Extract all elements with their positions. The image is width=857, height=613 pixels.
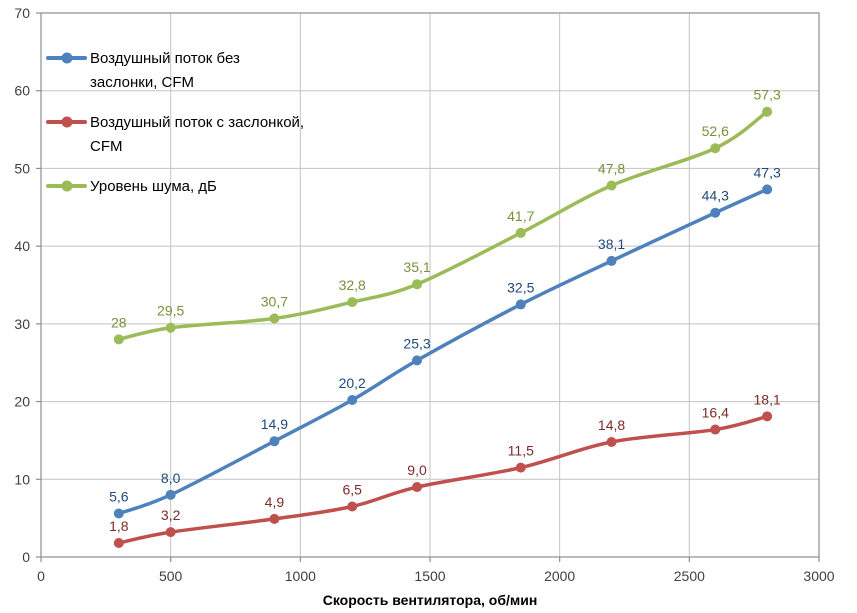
data-label: 6,5	[342, 481, 362, 497]
y-tick-label: 60	[14, 83, 30, 99]
data-point	[347, 297, 358, 308]
data-point	[165, 322, 176, 333]
data-point	[762, 411, 773, 422]
data-point	[412, 482, 423, 493]
data-label: 9,0	[407, 462, 427, 478]
data-label: 41,7	[507, 208, 534, 224]
legend-label: Воздушный поток без заслонки, CFM	[90, 50, 240, 91]
legend-label: Воздушный поток с заслонкой, CFM	[90, 114, 305, 155]
series-1: 1,8 3,2 4,9 6,5 9,0 11,5 14,8 16,4 18,1	[109, 391, 781, 549]
data-label: 32,5	[507, 279, 534, 295]
data-label: 18,1	[754, 391, 781, 407]
data-point	[165, 489, 176, 500]
series-line	[117, 187, 769, 516]
x-axis-title: Скорость вентилятора, об/мин	[323, 592, 538, 608]
x-tick-label: 1500	[414, 568, 445, 584]
data-label: 28	[111, 314, 127, 330]
data-label: 14,8	[598, 417, 625, 433]
data-label: 20,2	[339, 375, 366, 391]
axes	[36, 12, 820, 562]
series-2: 28 29,5 30,7 32,8 35,1 41,7 47,8 52,6 57,3	[111, 87, 781, 345]
y-tick-label: 70	[14, 5, 30, 21]
data-label: 3,2	[161, 507, 181, 523]
x-tick-label: 2500	[674, 568, 705, 584]
data-label: 52,6	[702, 123, 729, 139]
data-label: 4,9	[265, 494, 285, 510]
data-label: 11,5	[508, 443, 534, 459]
y-tick-label: 50	[14, 160, 30, 176]
data-point	[347, 501, 358, 512]
data-point	[515, 227, 526, 238]
data-point	[113, 508, 124, 519]
data-point	[412, 279, 423, 290]
x-tick-label: 0	[37, 568, 45, 584]
data-point	[606, 255, 617, 266]
data-label: 29,5	[157, 303, 184, 319]
tick-labels: 0 500 1000 1500 2000 2500 3000 0 10 20 30 40 50 60 70	[14, 5, 834, 584]
data-label: 35,1	[403, 259, 430, 275]
data-point	[762, 106, 773, 117]
data-point	[606, 436, 617, 447]
data-point	[165, 527, 176, 538]
data-label: 5,6	[109, 488, 129, 504]
data-label: 57,3	[754, 87, 781, 103]
line-marker-icon	[46, 47, 87, 69]
data-point	[412, 355, 423, 366]
data-point	[113, 538, 124, 549]
data-label: 32,8	[339, 277, 366, 293]
data-point	[606, 180, 617, 191]
legend-entry-noise-level: Уровень шума, дБ	[46, 175, 316, 199]
data-point	[710, 207, 721, 218]
y-tick-label: 10	[14, 471, 30, 487]
data-point	[710, 143, 721, 154]
data-point	[113, 334, 124, 345]
data-label: 44,3	[702, 188, 729, 204]
line-marker-icon	[46, 111, 87, 133]
y-tick-label: 20	[14, 394, 30, 410]
y-tick-label: 30	[14, 316, 30, 332]
x-tick-label: 1000	[285, 568, 316, 584]
data-point	[710, 424, 721, 435]
series-line	[117, 109, 769, 342]
data-label: 8,0	[161, 470, 181, 486]
x-tick-label: 3000	[803, 568, 834, 584]
data-point	[269, 513, 280, 524]
y-tick-label: 0	[22, 549, 30, 565]
series-0: 5,6 8,0 14,9 20,2 25,3 32,5 38,1 44,3 47,3	[109, 164, 781, 519]
legend-label: Уровень шума, дБ	[90, 178, 217, 195]
legend-entry-airflow-with-damper: Воздушный поток с заслонкой, CFM	[46, 111, 316, 159]
data-label: 25,3	[403, 335, 430, 351]
data-label: 47,8	[598, 161, 625, 177]
data-label: 1,8	[109, 518, 129, 534]
x-tick-label: 2000	[544, 568, 575, 584]
data-point	[515, 299, 526, 310]
data-label: 16,4	[702, 405, 729, 421]
data-point	[762, 184, 773, 195]
legend: Воздушный поток без заслонки, CFM Воздуш…	[46, 47, 316, 199]
data-label: 38,1	[598, 236, 625, 252]
y-tick-label: 40	[14, 238, 30, 254]
line-marker-icon	[46, 175, 87, 197]
data-point	[515, 462, 526, 473]
data-label: 47,3	[754, 164, 781, 180]
data-point	[269, 436, 280, 447]
data-point	[347, 395, 358, 406]
x-tick-label: 500	[159, 568, 183, 584]
data-label: 30,7	[261, 293, 288, 309]
data-label: 14,9	[261, 416, 288, 432]
data-point	[269, 313, 280, 324]
legend-entry-airflow-no-damper: Воздушный поток без заслонки, CFM	[46, 47, 316, 95]
